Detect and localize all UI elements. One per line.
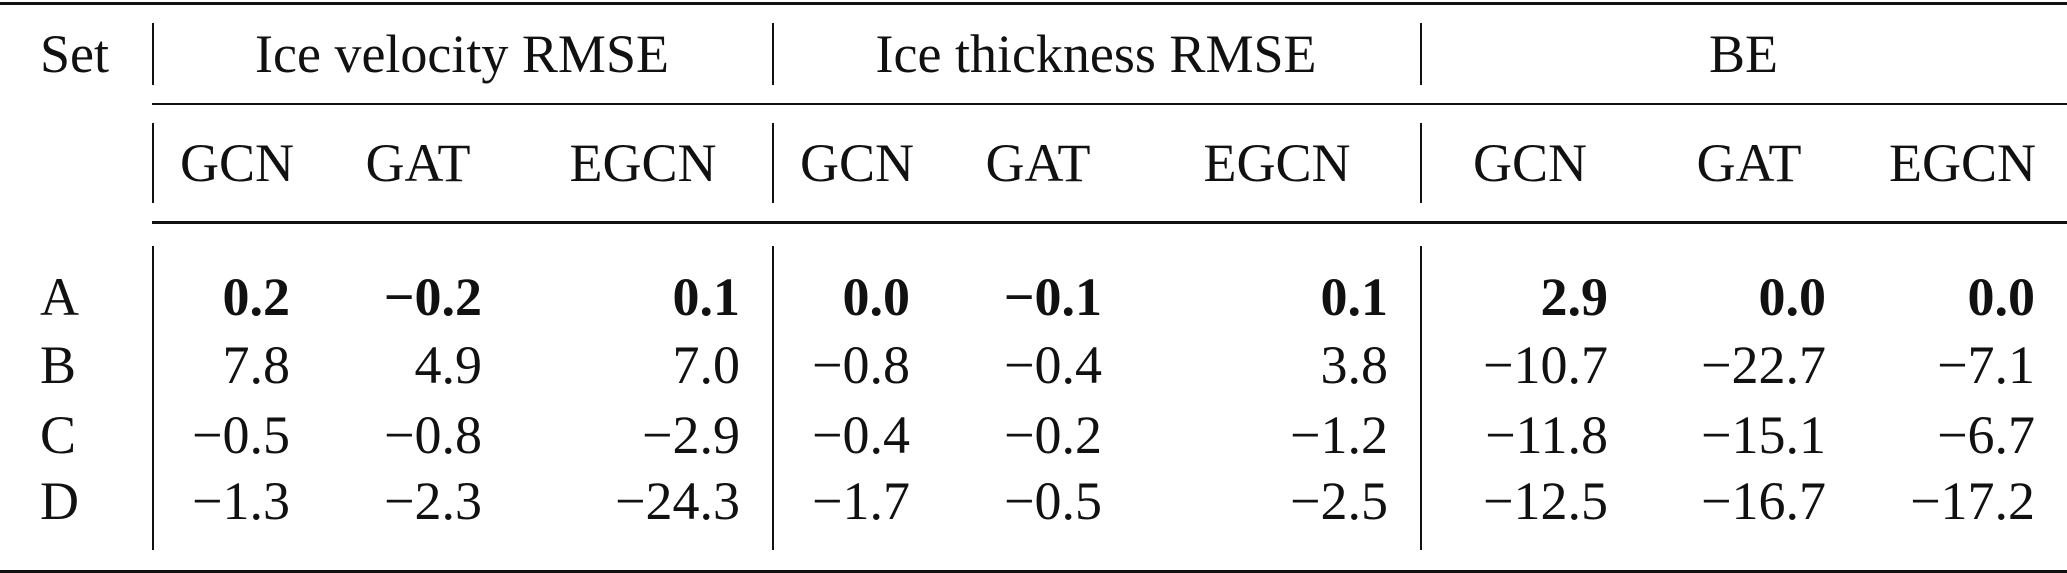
table-cell: 0.0 bbox=[1758, 267, 1827, 327]
subheader-gcn: GCN bbox=[772, 104, 943, 224]
table-cell: −0.8 bbox=[384, 405, 482, 465]
subheader-gcn: GCN bbox=[152, 104, 322, 224]
subheader-gcn: GCN bbox=[1420, 104, 1641, 224]
table-cell: −15.1 bbox=[1701, 405, 1827, 465]
subheader-egcn: EGCN bbox=[1134, 104, 1421, 224]
table-cell: 7.0 bbox=[672, 335, 741, 395]
table-cell: −22.7 bbox=[1701, 335, 1827, 395]
subheader-gat: GAT bbox=[1640, 104, 1859, 224]
table-cell: 0.0 bbox=[1967, 267, 2036, 327]
table-cell: −0.1 bbox=[1003, 267, 1103, 327]
group-header-ice-thickness: Ice thickness RMSE bbox=[772, 3, 1421, 105]
table-cell: −16.7 bbox=[1640, 470, 1859, 573]
subheader-egcn: EGCN bbox=[514, 104, 773, 224]
table-cell: −0.2 bbox=[1004, 405, 1103, 465]
table-row: A 0.2 −0.2 0.1 0.0 −0.1 0.1 2.9 0.0 0.0 bbox=[0, 223, 2067, 331]
table-cell: 0.2 bbox=[152, 223, 322, 331]
table-cell: −12.5 bbox=[1420, 470, 1641, 573]
table-cell: −1.2 bbox=[1290, 405, 1389, 465]
table-cell: −1.7 bbox=[772, 470, 943, 573]
results-table-page: Set Ice velocity RMSE Ice thickness RMSE… bbox=[0, 3, 2067, 573]
row-set-label: B bbox=[40, 335, 77, 395]
table-cell: −7.1 bbox=[1937, 335, 2036, 395]
row-set-label: C bbox=[40, 405, 77, 465]
table-cell: −0.5 bbox=[152, 400, 322, 470]
table-cell: −2.5 bbox=[1134, 470, 1421, 573]
table-row: D −1.3 −2.3 −24.3 −1.7 −0.5 −2.5 −12.5 −… bbox=[0, 470, 2067, 573]
row-set-label: D bbox=[0, 470, 152, 573]
table-cell: −6.7 bbox=[1937, 405, 2036, 465]
row-set-label: A bbox=[40, 267, 79, 327]
table-cell: −24.3 bbox=[514, 470, 773, 573]
table-cell: 0.1 bbox=[672, 267, 741, 327]
table-row: C −0.5 −0.8 −2.9 −0.4 −0.2 −1.2 −11.8 −1… bbox=[0, 400, 2067, 470]
table-cell: −0.5 bbox=[942, 470, 1135, 573]
table-cell: −10.7 bbox=[1420, 330, 1640, 400]
table-cell: −0.2 bbox=[383, 267, 482, 327]
subheader-gat: GAT bbox=[942, 104, 1135, 224]
table-cell: −17.2 bbox=[1858, 470, 2067, 573]
group-header-row: Set Ice velocity RMSE Ice thickness RMSE… bbox=[0, 3, 2067, 105]
group-header-ice-velocity: Ice velocity RMSE bbox=[152, 3, 773, 105]
table-cell: −0.4 bbox=[1004, 335, 1103, 395]
table-cell: −11.8 bbox=[1420, 400, 1640, 470]
table-cell: −2.3 bbox=[322, 470, 514, 573]
table-cell: 4.9 bbox=[414, 335, 483, 395]
set-header: Set bbox=[40, 24, 110, 84]
table-cell: 0.1 bbox=[1320, 267, 1389, 327]
subheader-egcn: EGCN bbox=[1858, 104, 2067, 224]
table-cell: −1.3 bbox=[152, 470, 322, 573]
table-cell: 2.9 bbox=[1420, 223, 1640, 331]
subheader-row: GCN GAT EGCN GCN GAT EGCN GCN GAT EGCN bbox=[0, 104, 2067, 224]
table-cell: 0.0 bbox=[772, 223, 942, 331]
table-cell: 3.8 bbox=[1320, 335, 1389, 395]
subheader-gat: GAT bbox=[322, 104, 514, 224]
table-row: B 7.8 4.9 7.0 −0.8 −0.4 3.8 −10.7 −22.7 … bbox=[0, 330, 2067, 400]
table-cell: −2.9 bbox=[642, 405, 741, 465]
table-cell: 7.8 bbox=[152, 330, 322, 400]
table-cell: −0.4 bbox=[772, 400, 942, 470]
table-cell: −0.8 bbox=[772, 330, 942, 400]
group-header-be: BE bbox=[1420, 3, 2067, 105]
